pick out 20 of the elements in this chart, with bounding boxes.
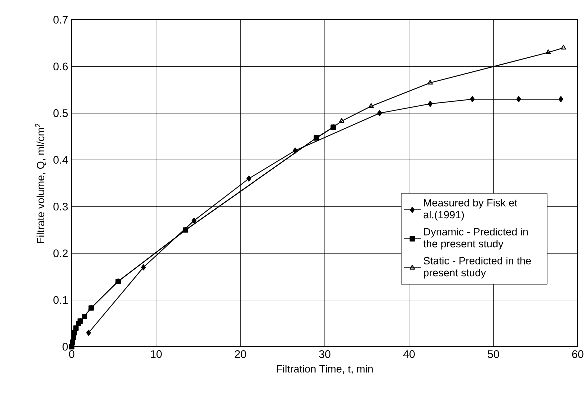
y-tick-label: 0.7: [54, 16, 68, 24]
y-axis-title: Filtrate volume, Q, ml/cm$^{2}$: [35, 124, 46, 244]
legend-label: Measured by Fisk et al.(1991): [424, 199, 518, 221]
y-tick-label: 0.4: [54, 156, 68, 164]
y-tick-label: 0.2: [54, 250, 68, 258]
y-tick-label: 0.6: [54, 62, 68, 71]
x-tick-label: 20: [235, 350, 246, 358]
y-tick-label: 0: [62, 343, 68, 351]
x-tick-label: 50: [488, 350, 500, 358]
legend-label: Dynamic - Predicted in the present study: [424, 228, 528, 250]
y-tick-label: 0.1: [54, 296, 68, 304]
y-tick-label: 0.5: [54, 110, 68, 118]
x-tick-label: 0: [69, 350, 75, 358]
x-tick-label: 40: [403, 350, 415, 358]
y-tick-label: 0.3: [54, 202, 68, 211]
x-tick-label: 60: [572, 350, 584, 358]
x-tick-label: 10: [151, 350, 162, 358]
x-tick-label: 30: [319, 350, 331, 358]
legend-label: Static - Predicted in the present study: [424, 256, 532, 279]
x-axis-title: Filtration Time, t, min: [277, 365, 373, 374]
